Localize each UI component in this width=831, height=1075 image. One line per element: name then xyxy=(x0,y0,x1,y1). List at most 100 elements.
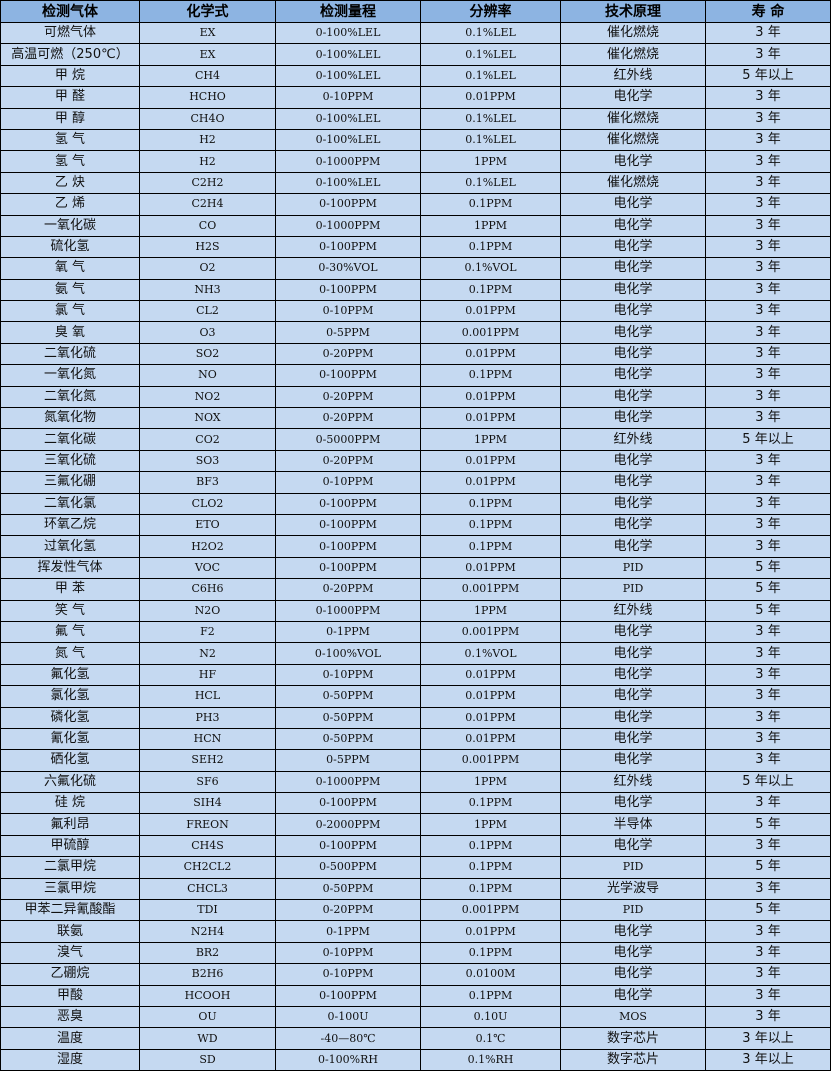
cell-formula: EX xyxy=(139,43,276,66)
cell-lifespan: 3 年 xyxy=(705,749,831,772)
cell-principle: 电化学 xyxy=(560,407,706,430)
cell-range: 0-10PPM xyxy=(275,663,421,687)
cell-gas-name: 环氧乙烷 xyxy=(0,513,140,537)
cell-range: 0-100U xyxy=(275,1005,421,1029)
table-row: 乙 烯 C2H4 0-100PPM 0.1PPM 电化学 3 年 xyxy=(0,193,831,216)
cell-gas-name: 乙 烯 xyxy=(0,193,140,216)
table-row: 甲硫醇 CH4S 0-100PPM 0.1PPM 电化学 3 年 xyxy=(0,834,831,858)
table-row: 氯 气 CL2 0-10PPM 0.01PPM 电化学 3 年 xyxy=(0,300,831,323)
cell-formula: CO2 xyxy=(139,428,276,451)
cell-principle: 电化学 xyxy=(560,214,706,237)
cell-lifespan: 3 年 xyxy=(705,43,831,66)
cell-range: 0-100PPM xyxy=(275,492,421,515)
cell-range: 0-10PPM xyxy=(275,471,421,494)
cell-formula: HF xyxy=(139,663,276,687)
cell-principle: 电化学 xyxy=(560,513,706,537)
cell-resolution: 1PPM xyxy=(420,150,561,173)
cell-formula: O2 xyxy=(139,257,276,280)
cell-resolution: 0.01PPM xyxy=(420,449,561,473)
cell-resolution: 0.1℃ xyxy=(420,1027,561,1050)
cell-formula: CL2 xyxy=(139,300,276,323)
cell-range: 0-100%LEL xyxy=(275,128,421,152)
cell-formula: NOX xyxy=(139,407,276,430)
cell-resolution: 0.01PPM xyxy=(420,685,561,708)
table-row: 硅 烷 SIH4 0-100PPM 0.1PPM 电化学 3 年 xyxy=(0,792,831,815)
cell-resolution: 0.001PPM xyxy=(420,899,561,922)
cell-range: 0-100PPM xyxy=(275,834,421,858)
cell-resolution: 0.001PPM xyxy=(420,321,561,344)
cell-resolution: 0.0100M xyxy=(420,963,561,986)
table-row: 三氯甲烷 CHCL3 0-50PPM 0.1PPM 光学波导 3 年 xyxy=(0,877,831,901)
cell-range: 0-10PPM xyxy=(275,941,421,965)
cell-range: 0-100%RH xyxy=(275,1048,421,1072)
cell-principle: 电化学 xyxy=(560,257,706,280)
cell-gas-name: 一氧化氮 xyxy=(0,364,140,387)
cell-lifespan: 3 年 xyxy=(705,920,831,943)
cell-principle: 电化学 xyxy=(560,193,706,216)
cell-range: 0-20PPM xyxy=(275,899,421,922)
cell-formula: BF3 xyxy=(139,471,276,494)
cell-principle: 红外线 xyxy=(560,599,706,622)
cell-principle: 电化学 xyxy=(560,663,706,687)
cell-resolution: 0.1%RH xyxy=(420,1048,561,1072)
cell-range: 0-10PPM xyxy=(275,300,421,323)
table-row: 甲苯二异氰酸酯 TDI 0-20PPM 0.001PPM PID 5 年 xyxy=(0,899,831,922)
table-row: 硫化氢 H2S 0-100PPM 0.1PPM 电化学 3 年 xyxy=(0,235,831,259)
cell-resolution: 0.01PPM xyxy=(420,385,561,409)
cell-lifespan: 3 年 xyxy=(705,492,831,515)
cell-formula: HCN xyxy=(139,727,276,751)
cell-principle: 电化学 xyxy=(560,449,706,473)
table-row: 臭 氧 O3 0-5PPM 0.001PPM 电化学 3 年 xyxy=(0,321,831,344)
cell-lifespan: 3 年 xyxy=(705,834,831,858)
cell-range: 0-2000PPM xyxy=(275,813,421,836)
cell-lifespan: 3 年 xyxy=(705,792,831,815)
cell-gas-name: 氟利昂 xyxy=(0,813,140,836)
cell-gas-name: 氮 气 xyxy=(0,642,140,665)
cell-resolution: 0.01PPM xyxy=(420,727,561,751)
cell-range: 0-10PPM xyxy=(275,86,421,109)
cell-gas-name: 二氧化氮 xyxy=(0,385,140,409)
table-row: 二氧化碳 CO2 0-5000PPM 1PPM 红外线 5 年以上 xyxy=(0,428,831,451)
cell-principle: 电化学 xyxy=(560,492,706,515)
cell-formula: CO xyxy=(139,214,276,237)
cell-gas-name: 氟化氢 xyxy=(0,663,140,687)
cell-lifespan: 3 年 xyxy=(705,321,831,344)
cell-formula: HCHO xyxy=(139,86,276,109)
cell-lifespan: 3 年 xyxy=(705,727,831,751)
table-row: 氯化氢 HCL 0-50PPM 0.01PPM 电化学 3 年 xyxy=(0,685,831,708)
cell-resolution: 0.01PPM xyxy=(420,471,561,494)
cell-principle: 红外线 xyxy=(560,64,706,88)
cell-resolution: 0.1PPM xyxy=(420,513,561,537)
cell-lifespan: 3 年 xyxy=(705,300,831,323)
cell-gas-name: 甲 醛 xyxy=(0,86,140,109)
cell-gas-name: 温度 xyxy=(0,1027,140,1050)
cell-principle: 红外线 xyxy=(560,770,706,794)
header-principle: 技术原理 xyxy=(560,0,706,23)
cell-range: 0-100PPM xyxy=(275,556,421,580)
cell-resolution: 0.1PPM xyxy=(420,492,561,515)
cell-range: 0-100%LEL xyxy=(275,107,421,130)
cell-resolution: 0.1%LEL xyxy=(420,64,561,88)
cell-principle: 催化燃烧 xyxy=(560,107,706,130)
cell-resolution: 1PPM xyxy=(420,599,561,622)
cell-principle: 电化学 xyxy=(560,963,706,986)
cell-range: 0-100%VOL xyxy=(275,642,421,665)
cell-gas-name: 氨 气 xyxy=(0,278,140,302)
cell-lifespan: 3 年 xyxy=(705,171,831,195)
table-row: 可燃气体 EX 0-100%LEL 0.1%LEL 催化燃烧 3 年 xyxy=(0,21,831,45)
table-row: 三氟化硼 BF3 0-10PPM 0.01PPM 电化学 3 年 xyxy=(0,471,831,494)
cell-range: 0-100%LEL xyxy=(275,171,421,195)
cell-range: 0-10PPM xyxy=(275,963,421,986)
table-row: 温度 WD -40—80℃ 0.1℃ 数字芯片 3 年以上 xyxy=(0,1027,831,1050)
cell-range: 0-500PPM xyxy=(275,856,421,879)
cell-principle: 催化燃烧 xyxy=(560,128,706,152)
table-row: 氧 气 O2 0-30%VOL 0.1%VOL 电化学 3 年 xyxy=(0,257,831,280)
cell-principle: 电化学 xyxy=(560,364,706,387)
cell-formula: TDI xyxy=(139,899,276,922)
table-row: 三氧化硫 SO3 0-20PPM 0.01PPM 电化学 3 年 xyxy=(0,449,831,473)
table-row: 硒化氢 SEH2 0-5PPM 0.001PPM 电化学 3 年 xyxy=(0,749,831,772)
cell-gas-name: 乙硼烷 xyxy=(0,963,140,986)
cell-range: 0-20PPM xyxy=(275,407,421,430)
cell-resolution: 0.1%LEL xyxy=(420,171,561,195)
cell-gas-name: 可燃气体 xyxy=(0,21,140,45)
